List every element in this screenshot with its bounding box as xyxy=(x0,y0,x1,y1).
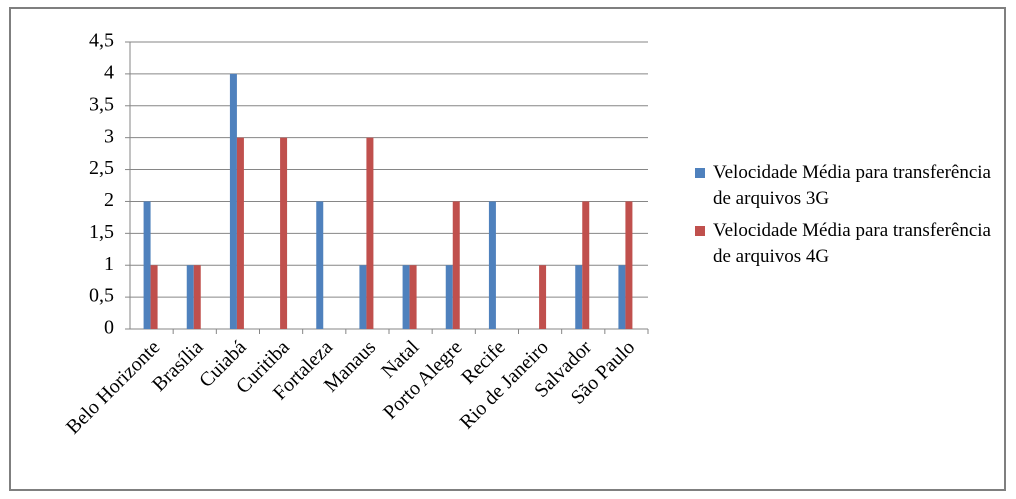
y-tick-label: 3 xyxy=(104,125,114,147)
bar xyxy=(625,201,633,329)
bar xyxy=(488,201,496,329)
bar xyxy=(618,265,626,329)
bar xyxy=(150,265,158,329)
bar xyxy=(280,137,288,329)
y-tick-label: 0,5 xyxy=(89,285,114,307)
bar xyxy=(229,73,237,329)
y-tick-label: 4 xyxy=(104,61,114,83)
legend-entry: Velocidade Média para transferência de a… xyxy=(695,218,995,270)
y-tick-label: 2 xyxy=(104,189,114,211)
legend-label: Velocidade Média para transferência de a… xyxy=(713,220,991,267)
legend-entry: Velocidade Média para transferência de a… xyxy=(695,160,995,212)
bar xyxy=(366,137,374,329)
legend-label: Velocidade Média para transferência de a… xyxy=(713,162,991,209)
bar xyxy=(236,137,244,329)
y-tick-label: 3,5 xyxy=(89,93,114,115)
bar xyxy=(186,265,194,329)
bar xyxy=(193,265,201,329)
bar xyxy=(582,201,590,329)
y-tick-label: 4,5 xyxy=(89,30,114,52)
bar xyxy=(359,265,367,329)
bar xyxy=(409,265,417,329)
legend: Velocidade Média para transferência de a… xyxy=(695,160,995,276)
legend-swatch xyxy=(695,226,705,236)
bar xyxy=(452,201,460,329)
y-tick-label: 1,5 xyxy=(89,221,114,243)
bar xyxy=(316,201,324,329)
y-tick-label: 2,5 xyxy=(89,157,114,179)
legend-swatch xyxy=(695,168,705,178)
bar xyxy=(445,265,453,329)
bar xyxy=(575,265,583,329)
bar xyxy=(402,265,410,329)
y-tick-label: 0 xyxy=(104,317,114,339)
bar xyxy=(143,201,151,329)
chart-border xyxy=(9,7,1006,491)
bar xyxy=(539,265,547,329)
x-tick-label: Belo Horizonte xyxy=(62,336,164,438)
y-tick-label: 1 xyxy=(104,253,114,275)
